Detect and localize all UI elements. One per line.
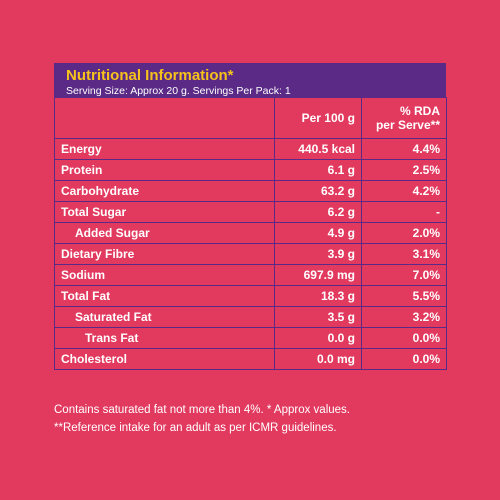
table-row: Sodium 697.9 mg 7.0% bbox=[54, 264, 447, 286]
per-100g-value: 4.9 g bbox=[274, 222, 362, 244]
rda-value: 4.2% bbox=[361, 180, 447, 202]
rda-value: 2.5% bbox=[361, 159, 447, 181]
nutrient-name: Cholesterol bbox=[54, 348, 275, 370]
table-row: Total Sugar 6.2 g - bbox=[54, 201, 447, 223]
per-100g-value: 6.2 g bbox=[274, 201, 362, 223]
rda-value: 3.2% bbox=[361, 306, 447, 328]
per-100g-value: 3.5 g bbox=[274, 306, 362, 328]
rda-value: - bbox=[361, 201, 447, 223]
rda-header-text: % RDA per Serve** bbox=[375, 104, 440, 132]
rda-value: 0.0% bbox=[361, 348, 447, 370]
footnote-reference-intake: **Reference intake for an adult as per I… bbox=[54, 422, 337, 434]
nutrient-name: Carbohydrate bbox=[54, 180, 275, 202]
column-header-rda: % RDA per Serve** bbox=[361, 97, 447, 139]
table-row: Trans Fat 0.0 g 0.0% bbox=[54, 327, 447, 349]
nutrient-name: Total Sugar bbox=[54, 201, 275, 223]
column-header-nutrient bbox=[54, 97, 275, 139]
rda-value: 7.0% bbox=[361, 264, 447, 286]
nutrient-name: Added Sugar bbox=[54, 222, 275, 244]
per-100g-value: 63.2 g bbox=[274, 180, 362, 202]
per-100g-value: 0.0 g bbox=[274, 327, 362, 349]
rda-value: 0.0% bbox=[361, 327, 447, 349]
serving-info: Serving Size: Approx 20 g. Servings Per … bbox=[66, 85, 291, 97]
table-header-row: Per 100 g % RDA per Serve** bbox=[54, 97, 447, 139]
rda-value: 3.1% bbox=[361, 243, 447, 265]
nutrition-table: Per 100 g % RDA per Serve** Energy 440.5 … bbox=[54, 97, 447, 370]
per-100g-value: 697.9 mg bbox=[274, 264, 362, 286]
per-100g-value: 0.0 mg bbox=[274, 348, 362, 370]
footnotes: Contains saturated fat not more than 4%.… bbox=[54, 401, 474, 437]
footnote-saturated-fat: Contains saturated fat not more than 4%.… bbox=[54, 404, 350, 416]
nutrient-name: Dietary Fibre bbox=[54, 243, 275, 265]
rda-value: 5.5% bbox=[361, 285, 447, 307]
table-row: Carbohydrate 63.2 g 4.2% bbox=[54, 180, 447, 202]
column-header-per100: Per 100 g bbox=[274, 97, 362, 139]
nutrition-header: Nutritional Information* Serving Size: A… bbox=[54, 63, 446, 97]
table-row: Added Sugar 4.9 g 2.0% bbox=[54, 222, 447, 244]
rda-value: 4.4% bbox=[361, 138, 447, 160]
nutrient-name: Sodium bbox=[54, 264, 275, 286]
rda-value: 2.0% bbox=[361, 222, 447, 244]
per-100g-value: 3.9 g bbox=[274, 243, 362, 265]
per-100g-value: 440.5 kcal bbox=[274, 138, 362, 160]
table-row: Cholesterol 0.0 mg 0.0% bbox=[54, 348, 447, 370]
nutrient-name: Energy bbox=[54, 138, 275, 160]
per-100g-value: 18.3 g bbox=[274, 285, 362, 307]
nutrient-name: Saturated Fat bbox=[54, 306, 275, 328]
table-row: Energy 440.5 kcal 4.4% bbox=[54, 138, 447, 160]
nutrition-panel: Nutritional Information* Serving Size: A… bbox=[54, 63, 447, 370]
table-row: Saturated Fat 3.5 g 3.2% bbox=[54, 306, 447, 328]
nutrition-title: Nutritional Information* bbox=[66, 67, 234, 84]
table-row: Dietary Fibre 3.9 g 3.1% bbox=[54, 243, 447, 265]
nutrient-name: Total Fat bbox=[54, 285, 275, 307]
per-100g-value: 6.1 g bbox=[274, 159, 362, 181]
nutrient-name: Protein bbox=[54, 159, 275, 181]
nutrient-name: Trans Fat bbox=[54, 327, 275, 349]
table-row: Total Fat 18.3 g 5.5% bbox=[54, 285, 447, 307]
table-row: Protein 6.1 g 2.5% bbox=[54, 159, 447, 181]
